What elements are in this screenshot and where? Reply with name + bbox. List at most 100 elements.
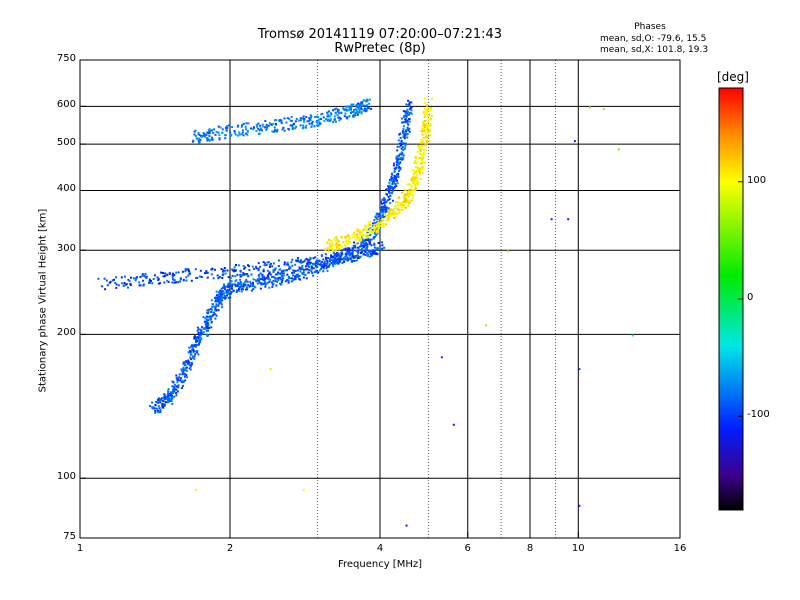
data-point — [393, 167, 396, 170]
data-point — [378, 227, 380, 230]
data-point — [398, 209, 401, 212]
data-point — [221, 128, 224, 131]
data-point — [402, 133, 405, 136]
data-point — [327, 119, 330, 122]
data-point — [220, 296, 223, 299]
data-point — [158, 407, 161, 410]
data-point — [213, 305, 216, 308]
data-point — [212, 311, 215, 314]
data-point — [397, 197, 400, 200]
data-point — [377, 217, 380, 220]
data-point — [346, 108, 349, 111]
data-point — [224, 285, 227, 288]
data-point — [350, 105, 353, 108]
data-point — [257, 133, 260, 136]
data-point — [314, 264, 317, 267]
data-point — [224, 272, 227, 275]
data-point — [257, 122, 260, 125]
data-point — [171, 402, 174, 405]
data-point — [214, 133, 217, 136]
data-point — [152, 278, 155, 280]
data-point — [338, 260, 341, 263]
data-point — [161, 406, 164, 409]
data-point — [315, 115, 318, 118]
data-point — [176, 390, 179, 393]
data-point — [417, 148, 420, 151]
data-point — [283, 263, 286, 266]
data-point — [315, 121, 318, 124]
data-point — [348, 236, 351, 238]
data-point — [415, 162, 418, 165]
data-point — [298, 260, 301, 263]
data-point — [356, 104, 359, 107]
data-point — [214, 317, 217, 320]
data-point — [391, 182, 394, 185]
data-point — [217, 294, 219, 297]
data-point — [356, 111, 359, 114]
data-point — [326, 112, 329, 115]
data-point — [389, 209, 391, 212]
data-point — [341, 252, 344, 255]
data-point — [235, 264, 237, 266]
data-point — [389, 187, 392, 190]
data-point — [261, 273, 264, 276]
data-point — [141, 273, 144, 275]
data-point — [361, 104, 364, 107]
data-point — [356, 235, 359, 238]
data-point — [396, 182, 399, 185]
data-point — [164, 272, 167, 275]
data-point — [242, 288, 244, 291]
data-point — [210, 320, 213, 323]
data-point — [421, 168, 424, 171]
data-point — [352, 115, 355, 118]
data-point — [237, 264, 240, 267]
data-point — [379, 245, 382, 248]
data-point — [381, 247, 384, 250]
data-point — [193, 355, 196, 358]
data-point — [419, 172, 422, 175]
data-point — [207, 316, 210, 319]
data-point — [280, 283, 283, 286]
data-point — [222, 286, 225, 289]
data-point — [204, 317, 207, 320]
data-point — [193, 334, 196, 337]
data-point — [300, 261, 303, 264]
data-point — [294, 120, 297, 123]
data-point — [214, 268, 216, 271]
data-point — [423, 115, 426, 118]
data-point — [224, 134, 227, 137]
data-point — [308, 119, 311, 121]
data-point — [214, 297, 217, 300]
data-point — [134, 279, 137, 282]
data-point — [167, 399, 170, 402]
data-point — [384, 204, 387, 207]
data-point — [210, 310, 213, 313]
data-point — [268, 271, 271, 274]
data-point — [170, 399, 173, 402]
data-point — [310, 115, 313, 118]
data-point — [406, 119, 409, 122]
data-point — [210, 299, 213, 302]
data-point — [380, 207, 383, 210]
data-point — [265, 125, 268, 128]
scatter-point — [507, 250, 510, 253]
data-point — [250, 273, 253, 276]
y-tick-label: 400 — [56, 183, 76, 195]
data-point — [183, 369, 186, 372]
data-point — [344, 108, 347, 111]
data-point — [422, 120, 425, 123]
data-point — [362, 233, 365, 236]
data-point — [418, 167, 421, 170]
data-point — [219, 297, 222, 300]
data-point — [232, 269, 235, 272]
data-point — [334, 239, 337, 242]
data-point — [411, 189, 414, 192]
data-point — [109, 280, 112, 283]
data-point — [299, 259, 302, 262]
data-point — [272, 262, 275, 265]
data-point — [403, 205, 405, 208]
data-point — [357, 246, 360, 249]
data-point — [359, 245, 361, 248]
data-point — [288, 267, 290, 270]
data-point — [355, 243, 358, 245]
